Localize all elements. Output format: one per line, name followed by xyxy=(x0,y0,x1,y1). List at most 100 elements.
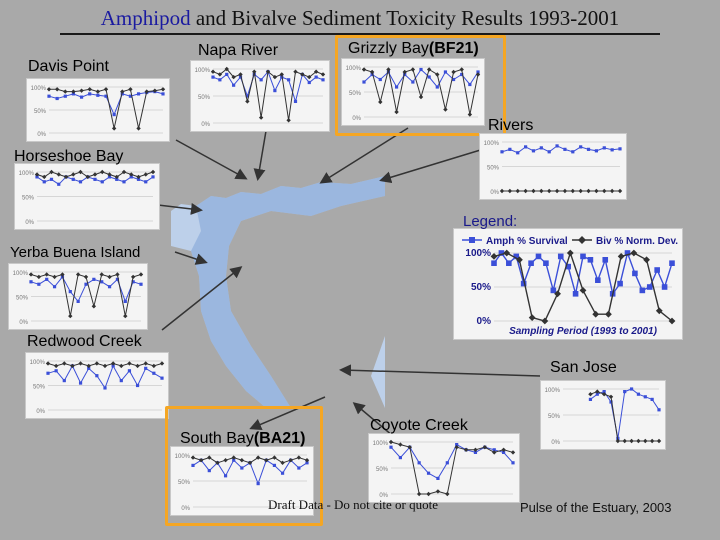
data-point xyxy=(56,172,61,177)
data-point xyxy=(463,447,469,452)
data-point xyxy=(120,89,125,94)
data-point xyxy=(632,270,638,277)
data-point xyxy=(223,458,228,463)
y-tick-label: 50% xyxy=(34,109,47,115)
data-point xyxy=(595,392,599,396)
y-tick-label: 50% xyxy=(16,296,29,302)
data-point xyxy=(378,99,383,105)
arrow-coyote xyxy=(352,402,394,437)
chart-legend: 100% 50% 0% Amph % Survival Biv % Norm. Dev.… xyxy=(453,228,683,340)
data-point xyxy=(468,82,472,87)
data-point xyxy=(516,256,523,264)
data-point xyxy=(507,188,513,194)
series-line xyxy=(212,68,324,121)
arrow-yerba-buena xyxy=(174,251,208,265)
data-point xyxy=(455,443,459,447)
data-point xyxy=(475,72,481,77)
data-point xyxy=(587,257,594,263)
grizzly-bay-highlight xyxy=(335,35,506,136)
label-san-jose: San Jose xyxy=(550,359,617,376)
data-point xyxy=(245,99,250,104)
data-point xyxy=(102,363,108,369)
data-point xyxy=(643,438,648,444)
arrow-horseshoe xyxy=(157,202,203,215)
y-tick-label: 100% xyxy=(19,171,35,177)
data-point xyxy=(143,172,148,177)
data-point xyxy=(307,74,312,80)
data-point xyxy=(661,284,668,290)
data-point xyxy=(45,361,51,366)
label-legend: Legend: xyxy=(463,213,518,230)
data-point xyxy=(232,83,236,87)
data-point xyxy=(436,476,440,480)
data-point xyxy=(313,69,319,74)
data-point xyxy=(454,445,459,450)
data-point xyxy=(151,175,155,179)
data-point xyxy=(239,458,245,463)
data-point xyxy=(138,272,144,277)
data-point xyxy=(215,460,220,465)
data-point xyxy=(473,447,478,452)
data-point xyxy=(435,489,441,494)
data-point xyxy=(300,72,305,77)
data-point xyxy=(103,87,109,92)
data-point xyxy=(92,277,96,281)
data-point xyxy=(272,455,277,460)
data-point xyxy=(29,280,33,284)
data-point xyxy=(252,69,257,74)
north-land xyxy=(171,136,385,211)
y-tick-label: 0% xyxy=(36,409,45,415)
series-line xyxy=(590,391,659,442)
data-point xyxy=(78,381,83,385)
chart-yerba-buena: 100% 50% 0% xyxy=(8,263,148,330)
y-tick-label: 0% xyxy=(201,122,210,128)
data-point xyxy=(45,277,49,281)
data-point xyxy=(136,174,141,180)
data-point xyxy=(87,366,91,370)
data-point xyxy=(151,363,157,369)
data-point xyxy=(394,109,399,115)
data-point xyxy=(152,371,156,375)
data-point xyxy=(370,72,374,77)
data-point xyxy=(394,85,399,89)
data-point xyxy=(128,94,133,98)
data-point xyxy=(131,280,135,284)
data-point xyxy=(150,169,156,175)
data-point xyxy=(99,272,104,277)
data-point xyxy=(398,442,403,447)
data-point xyxy=(579,145,583,149)
data-point xyxy=(668,317,676,325)
chart-coyote-creek: 100% 50% 0% xyxy=(368,433,520,503)
data-point xyxy=(618,147,622,151)
data-point xyxy=(539,188,544,194)
data-point xyxy=(129,175,133,179)
data-point xyxy=(410,67,416,72)
data-point xyxy=(210,69,216,74)
data-point xyxy=(52,274,57,280)
legend-swatch-marker xyxy=(578,236,586,244)
title-rest: and Bivalve Sediment Toxicity Results 19… xyxy=(190,6,620,30)
data-point xyxy=(473,450,478,454)
chart-south-bay: 100% 50% 0% xyxy=(170,446,314,516)
data-point xyxy=(654,267,660,273)
y-tick-label: 100% xyxy=(484,141,500,147)
data-point xyxy=(629,387,634,391)
data-point xyxy=(63,89,68,94)
data-point xyxy=(592,310,600,318)
data-point xyxy=(88,92,92,96)
data-point xyxy=(84,282,88,286)
label-south-bay: South Bay(BA21) xyxy=(180,430,305,448)
south-bay-name: South Bay xyxy=(180,430,254,447)
data-point xyxy=(572,291,579,297)
data-point xyxy=(78,361,83,366)
data-point xyxy=(427,75,431,79)
data-point xyxy=(531,188,536,194)
data-point xyxy=(135,383,140,388)
data-point xyxy=(426,67,432,72)
series-line xyxy=(390,441,514,495)
data-point xyxy=(524,145,528,149)
arrow-rivers xyxy=(379,147,488,184)
data-point xyxy=(36,274,42,280)
data-point xyxy=(623,390,627,394)
data-point xyxy=(570,188,575,194)
